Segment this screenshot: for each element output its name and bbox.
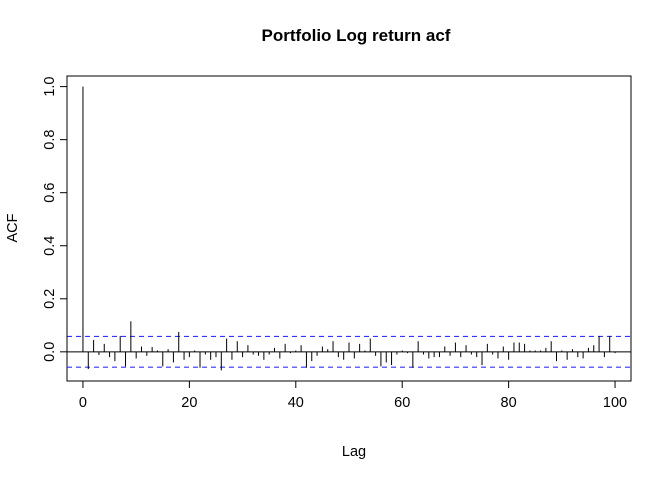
y-tick-label: 0.8 [42, 130, 58, 150]
confidence-band [67, 335, 631, 368]
x-tick-label: 60 [394, 395, 410, 411]
x-tick-label: 0 [79, 395, 87, 411]
y-tick-label: 0.0 [42, 342, 58, 362]
y-axis-label: ACF [5, 213, 21, 242]
x-tick-label: 80 [501, 395, 517, 411]
y-axis: 0.0 0.2 0.4 0.6 0.8 1.0 [42, 77, 68, 362]
plot-frame [66, 75, 632, 382]
chart-title: Portfolio Log return acf [262, 26, 451, 45]
acf-bars [82, 86, 616, 371]
x-tick-label: 40 [288, 395, 304, 411]
y-tick-label: 0.2 [42, 289, 58, 309]
x-tick-label: 20 [181, 395, 197, 411]
x-axis-label: Lag [342, 444, 366, 460]
y-tick-label: 1.0 [42, 77, 58, 97]
y-tick-label: 0.6 [42, 183, 58, 203]
x-axis: 0 20 40 60 80 100 [79, 380, 627, 411]
y-tick-label: 0.4 [42, 236, 58, 256]
x-tick-label: 100 [603, 395, 627, 411]
